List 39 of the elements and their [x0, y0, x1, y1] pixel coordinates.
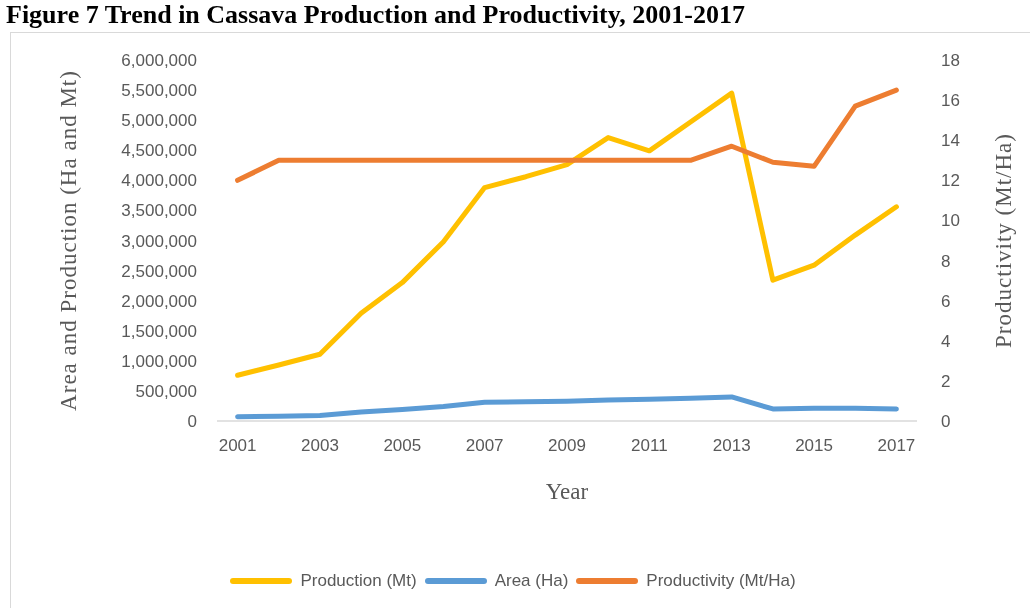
y-tick-label: 6,000,000 [121, 51, 197, 71]
y-tick-label: 4,500,000 [121, 141, 197, 161]
x-tick-label: 2007 [465, 436, 504, 456]
x-tick-label: 2001 [218, 436, 257, 456]
y2-tick-label: 14 [941, 131, 960, 151]
y2-tick-label: 12 [941, 171, 960, 191]
y-tick-label: 1,000,000 [121, 351, 197, 371]
y2-tick-label: 8 [941, 251, 951, 271]
y-tick-label: 5,500,000 [121, 81, 197, 101]
y2-tick-label: 0 [941, 412, 951, 432]
x-tick-label: 2009 [548, 436, 586, 456]
x-tick-label: 2015 [795, 436, 833, 456]
y-tick-label: 500,000 [135, 381, 197, 401]
x-tick-label: 2017 [877, 436, 916, 456]
x-tick-label: 2013 [712, 436, 751, 456]
y-tick-label: 0 [187, 412, 197, 432]
y2-tick-label: 16 [941, 91, 960, 111]
y-tick-label: 4,000,000 [121, 171, 197, 191]
y-tick-label: 2,000,000 [121, 291, 197, 311]
y2-tick-label: 10 [941, 211, 960, 231]
y-tick-label: 3,500,000 [121, 201, 197, 221]
legend-label: Area (Ha) [494, 571, 569, 591]
y-axis-title: Area and Production (Ha and Mt) [56, 70, 82, 411]
y2-tick-label: 6 [941, 291, 951, 311]
y-tick-label: 1,500,000 [121, 321, 197, 341]
y2-tick-label: 18 [941, 51, 960, 71]
y-tick-label: 2,500,000 [121, 261, 197, 281]
x-tick-label: 2005 [383, 436, 422, 456]
x-tick-label: 2011 [631, 436, 668, 456]
x-tick-label: 2003 [301, 436, 339, 456]
y2-tick-label: 4 [941, 331, 951, 351]
y2-axis-title: Productivity (Mt/Ha) [991, 133, 1017, 348]
x-axis-title: Year [545, 479, 589, 505]
legend-label: Productivity (Mt/Ha) [646, 571, 796, 591]
chart-title: Figure 7 Trend in Cassava Production and Productivity, 2001-2017 [6, 0, 745, 30]
y-tick-label: 3,000,000 [121, 231, 197, 251]
y-tick-label: 5,000,000 [121, 111, 197, 131]
legend-label: Production (Mt) [300, 571, 417, 591]
y2-tick-label: 2 [941, 371, 951, 391]
